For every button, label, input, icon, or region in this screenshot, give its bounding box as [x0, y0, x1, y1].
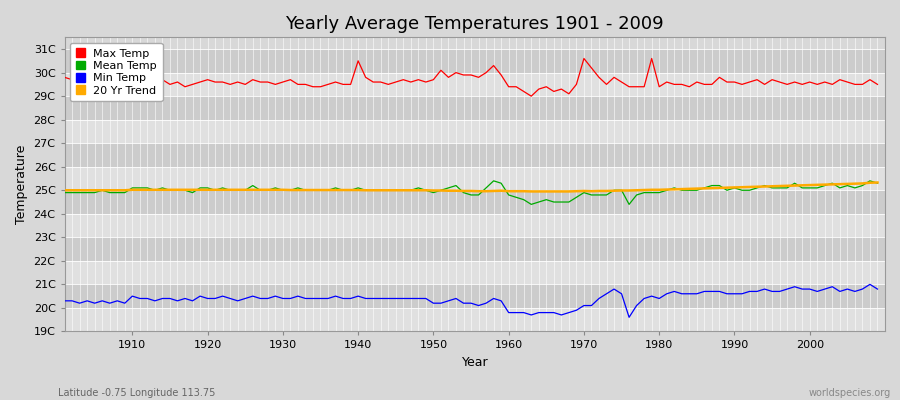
Bar [65, 214, 885, 237]
Legend: Max Temp, Mean Temp, Min Temp, 20 Yr Trend: Max Temp, Mean Temp, Min Temp, 20 Yr Tre… [70, 43, 163, 101]
Bar [65, 167, 885, 190]
Bar [65, 143, 885, 167]
X-axis label: Year: Year [462, 356, 488, 369]
Bar [65, 73, 885, 96]
Bar [65, 237, 885, 261]
Bar [65, 120, 885, 143]
Bar [65, 49, 885, 73]
Text: Latitude -0.75 Longitude 113.75: Latitude -0.75 Longitude 113.75 [58, 388, 216, 398]
Bar [65, 284, 885, 308]
Bar [65, 96, 885, 120]
Y-axis label: Temperature: Temperature [15, 145, 28, 224]
Bar [65, 308, 885, 332]
Title: Yearly Average Temperatures 1901 - 2009: Yearly Average Temperatures 1901 - 2009 [285, 15, 664, 33]
Text: worldspecies.org: worldspecies.org [809, 388, 891, 398]
Bar [65, 190, 885, 214]
Bar [65, 261, 885, 284]
